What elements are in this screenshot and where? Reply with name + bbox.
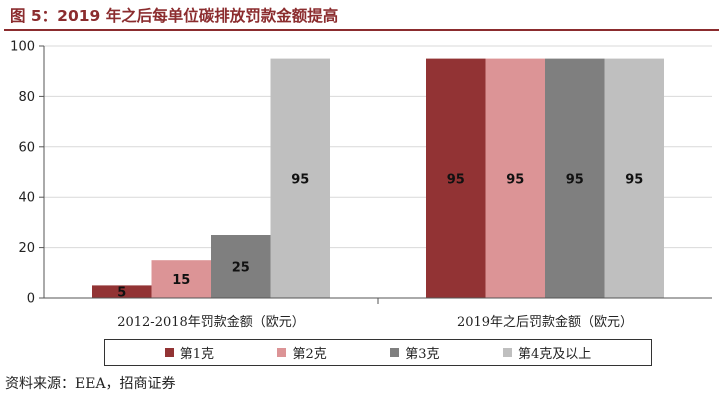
legend: 第1克 第2克 第3克 第4克及以上: [104, 339, 652, 366]
data-label: 95: [566, 172, 584, 187]
bar: [545, 58, 605, 298]
page-title: 图 5：2019 年之后每单位碳排放罚款金额提高: [10, 7, 339, 25]
grid-lines: [44, 45, 712, 249]
labels: 0 20 40 60 80 100 5 15 25 95 2012-2018年罚款金额（欧元） 95 9…: [10, 40, 643, 331]
axes: [39, 45, 712, 304]
data-label: 95: [506, 172, 524, 187]
bar: [485, 58, 545, 298]
data-label: 25: [232, 261, 250, 276]
bars: [92, 58, 664, 298]
legend-swatch: [164, 348, 174, 357]
y-tick-label: 20: [18, 241, 35, 256]
legend-swatch: [277, 348, 287, 357]
data-label: 95: [447, 172, 465, 187]
y-tick-label: 100: [10, 40, 35, 55]
x-category-label: 2019年之后罚款金额（欧元）: [457, 314, 633, 330]
legend-item: 第3克: [390, 343, 440, 362]
legend-label: 第1克: [179, 347, 215, 362]
data-label: 5: [117, 286, 126, 301]
bar-chart: 0 20 40 60 80 100 5 15 25 95 2012-2018年罚款金额（欧元） 95 9…: [10, 40, 712, 331]
source-note: 资料来源：EEA，招商证券: [5, 376, 176, 392]
legend-item: 第2克: [277, 343, 327, 362]
x-category-label: 2012-2018年罚款金额（欧元）: [117, 314, 305, 330]
bar: [92, 285, 152, 298]
legend-item: 第1克: [164, 343, 215, 362]
bar: [270, 58, 330, 298]
bar: [151, 260, 211, 298]
legend-swatch: [390, 348, 400, 357]
bar: [426, 58, 486, 298]
y-tick-label: 0: [27, 292, 35, 307]
legend-label: 第4克及以上: [517, 347, 592, 362]
legend-item: 第4克及以上: [502, 343, 592, 362]
title-bar: 图 5：2019 年之后每单位碳排放罚款金额提高: [4, 3, 719, 31]
data-label: 95: [291, 172, 309, 187]
bar: [211, 235, 271, 298]
legend-label: 第2克: [292, 347, 327, 362]
bar: [604, 58, 664, 298]
legend-label: 第3克: [405, 347, 440, 362]
data-label: 95: [625, 172, 643, 187]
y-tick-label: 40: [18, 191, 35, 206]
data-label: 15: [172, 273, 190, 288]
legend-swatch: [502, 348, 512, 357]
y-tick-label: 60: [18, 140, 35, 155]
y-tick-label: 80: [18, 90, 35, 105]
